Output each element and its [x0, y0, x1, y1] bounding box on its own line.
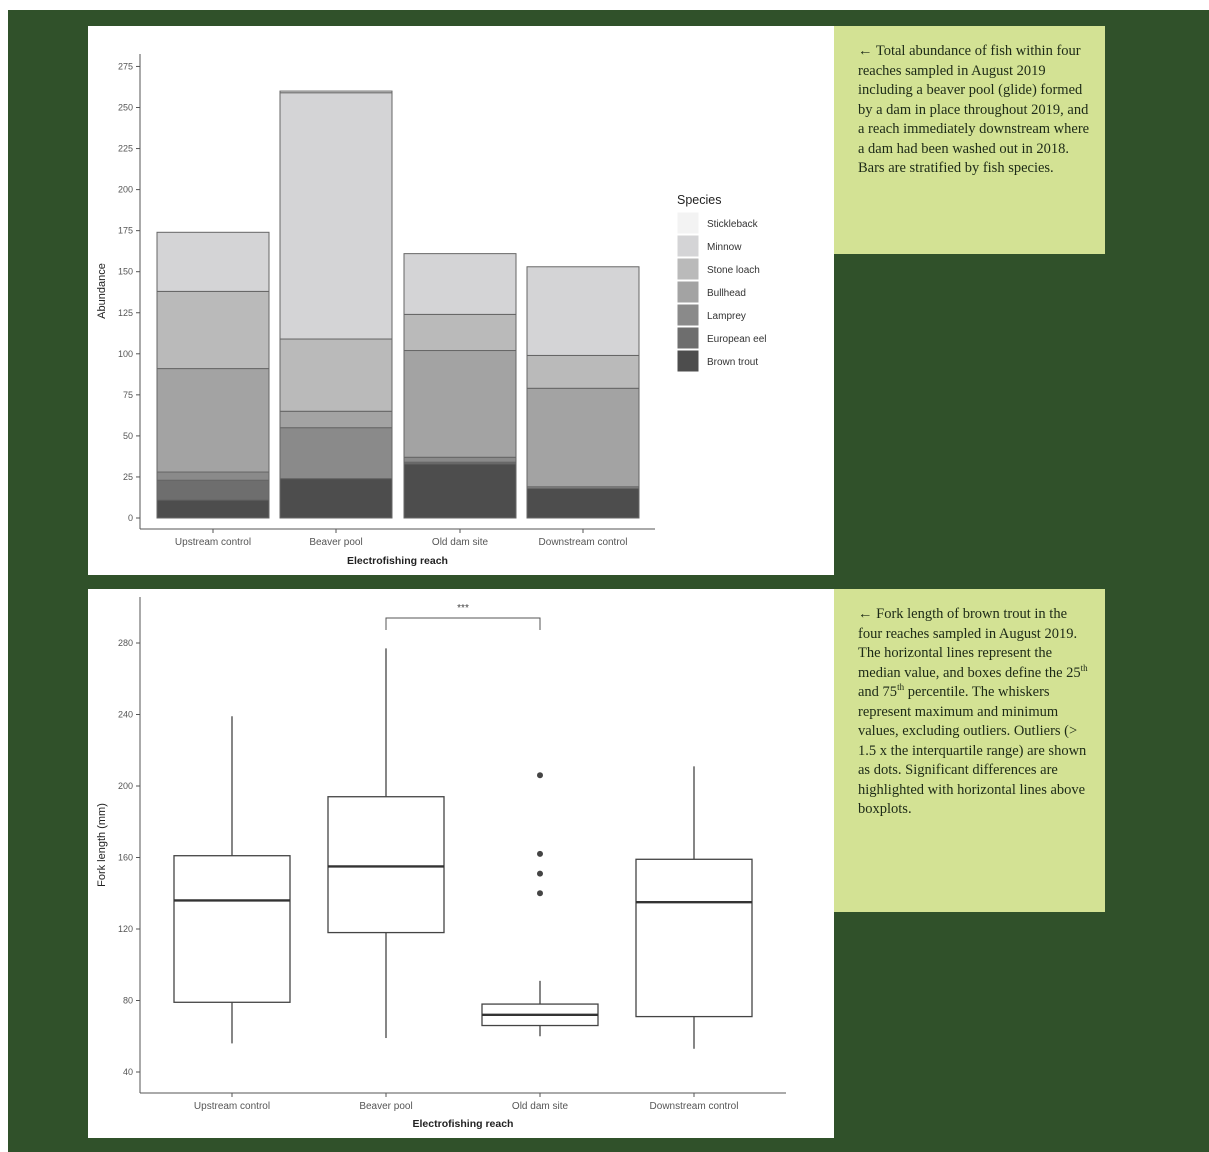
x-tick-label: Downstream control	[539, 537, 628, 548]
fork-length-caption-sup2: th	[897, 682, 905, 693]
y-tick-label: 0	[128, 513, 133, 523]
bar-segment	[403, 313, 517, 352]
bar-segment	[403, 463, 517, 519]
x-tick-label: Beaver pool	[359, 1101, 412, 1112]
legend-swatch	[676, 211, 700, 235]
y-tick-label: 250	[118, 103, 133, 113]
x-tick-label: Upstream control	[175, 537, 251, 548]
abundance-stacked-bar-chart: 0 25 50 75 100 125 150 175 200 225 250 275 Upstream …	[96, 54, 767, 567]
y-tick-label: 150	[118, 267, 133, 277]
legend-label: Minnow	[707, 242, 742, 253]
outlier-point	[537, 772, 543, 779]
x-axis-title: Electrofishing reach	[347, 555, 448, 567]
legend-swatch	[676, 349, 700, 373]
bar-segment	[156, 479, 270, 501]
box-iqr	[327, 796, 445, 934]
abundance-chart-panel: 0 25 50 75 100 125 150 175 200 225 250 275 Upstream …	[88, 26, 834, 575]
fork-length-caption-sup1: th	[1080, 662, 1088, 673]
legend-label: European eel	[707, 334, 767, 345]
legend-label: Bullhead	[707, 288, 746, 299]
y-axis-title: Abundance	[96, 263, 108, 319]
bar-segment	[403, 253, 517, 315]
legend-swatch	[676, 326, 700, 350]
box-iqr	[635, 858, 753, 1018]
bar-segment	[279, 410, 393, 429]
legend-label: Stone loach	[707, 265, 760, 276]
legend-swatch	[676, 234, 700, 258]
legend-swatch	[676, 280, 700, 304]
y-tick-label: 275	[118, 61, 133, 71]
bar-segment	[526, 487, 640, 519]
y-tick-label: 40	[123, 1067, 133, 1077]
fork-length-caption-part2: and 75	[858, 684, 898, 700]
bar-segment	[403, 456, 517, 463]
bar-segment	[279, 92, 393, 340]
outlier-point	[537, 890, 543, 897]
y-tick-label: 160	[118, 853, 133, 863]
abundance-caption-text: ← Total abundance of fish within four re…	[858, 43, 1090, 176]
y-tick-label: 125	[118, 308, 133, 318]
y-tick-label: 240	[118, 710, 133, 720]
y-tick-label: 200	[118, 185, 133, 195]
fork-length-caption: ← Fork length of brown trout in the four…	[834, 589, 1105, 912]
legend-label: Brown trout	[707, 357, 758, 368]
y-tick-label: 120	[118, 924, 133, 934]
x-axis-title: Electrofishing reach	[413, 1118, 514, 1130]
bar-segment	[403, 350, 517, 458]
bar-segment	[279, 427, 393, 480]
legend-swatch	[676, 303, 700, 327]
fork-length-chart-panel: 40 80 120 160 200 240 280 Upstream control Beave…	[88, 589, 834, 1138]
x-tick-label: Beaver pool	[309, 537, 362, 548]
y-tick-label: 225	[118, 144, 133, 154]
x-tick-label: Downstream control	[650, 1101, 739, 1112]
significance-label: ***	[457, 603, 469, 614]
legend-title: Species	[677, 193, 721, 207]
x-tick-label: Upstream control	[194, 1101, 270, 1112]
x-tick-label: Old dam site	[512, 1101, 569, 1112]
fork-length-caption-part1: ← Fork length of brown trout in the four…	[858, 606, 1081, 681]
box-iqr	[173, 855, 291, 1003]
bar-segment	[526, 354, 640, 389]
abundance-caption: ← Total abundance of fish within four re…	[834, 26, 1105, 254]
y-tick-label: 200	[118, 781, 133, 791]
y-tick-label: 100	[118, 349, 133, 359]
bar-segment	[156, 368, 270, 473]
y-tick-label: 75	[123, 390, 133, 400]
page-background: 0 25 50 75 100 125 150 175 200 225 250 275 Upstream …	[8, 10, 1209, 1152]
bar-segment	[156, 471, 270, 481]
bar-segment	[526, 266, 640, 356]
y-tick-label: 80	[123, 996, 133, 1006]
bar-segment	[279, 478, 393, 519]
y-tick-label: 25	[123, 472, 133, 482]
y-axis-title: Fork length (mm)	[96, 803, 108, 887]
legend-swatch	[676, 257, 700, 281]
x-tick-label: Old dam site	[432, 537, 489, 548]
significance-bracket	[385, 617, 541, 630]
legend-label: Lamprey	[707, 311, 746, 322]
y-tick-label: 50	[123, 431, 133, 441]
fork-length-caption-part3: percentile. The whiskers represent maxim…	[858, 684, 1087, 817]
outlier-point	[537, 850, 543, 857]
legend-label: Stickleback	[707, 219, 759, 230]
bar-segment	[156, 290, 270, 370]
bar-segment	[156, 231, 270, 292]
y-tick-label: 175	[118, 226, 133, 236]
bar-segment	[156, 499, 270, 519]
outlier-point	[537, 870, 543, 877]
y-tick-label: 280	[118, 638, 133, 648]
fork-length-boxplot-chart: 40 80 120 160 200 240 280 Upstream control Beave…	[96, 597, 786, 1130]
bar-segment	[279, 90, 393, 94]
bar-segment	[526, 387, 640, 488]
bar-segment	[279, 338, 393, 412]
